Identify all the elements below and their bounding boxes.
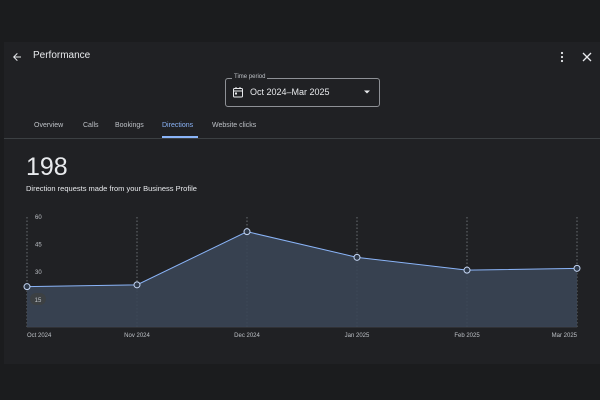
x-axis-ticks: Oct 2024 Nov 2024 Dec 2024 Jan 2025 Feb 2025… [27, 333, 578, 339]
data-point[interactable] [573, 264, 581, 272]
tab-calls[interactable]: Calls [83, 122, 99, 129]
tab-website-clicks[interactable]: Website clicks [212, 122, 257, 129]
y-tick-label: 60 [35, 215, 42, 221]
time-period-select[interactable]: Time period Oct 2024–Mar 2025 [225, 74, 380, 107]
more-options-button[interactable] [554, 48, 570, 66]
time-period-label: Time period [232, 74, 268, 80]
chart-points [23, 228, 581, 291]
page-title: Performance [33, 50, 91, 61]
summary-description: Direction requests made from your Busine… [26, 184, 197, 193]
data-point[interactable] [133, 281, 141, 289]
value-tooltip: 15 [30, 293, 46, 305]
y-tick-label: 30 [35, 270, 42, 276]
tooltip-background [30, 293, 46, 305]
chart-line [26, 231, 578, 288]
header-bar: Performance [4, 42, 600, 72]
tab-directions[interactable]: Directions [162, 122, 194, 129]
x-tick-label: Jan 2025 [345, 333, 370, 339]
x-tick-label: Nov 2024 [124, 333, 150, 339]
x-tick-label: Dec 2024 [234, 333, 260, 339]
x-tick-label: Mar 2025 [552, 333, 578, 339]
data-point[interactable] [353, 253, 361, 261]
total-value: 198 [26, 153, 68, 181]
tooltip-value: 15 [35, 298, 42, 304]
data-point[interactable] [23, 283, 31, 291]
arrow-back-icon [13, 53, 21, 61]
close-icon [582, 52, 592, 62]
tab-bookings[interactable]: Bookings [115, 122, 144, 129]
time-period-value: Oct 2024–Mar 2025 [250, 87, 330, 97]
x-tick-label: Feb 2025 [454, 333, 480, 339]
back-button[interactable] [8, 48, 26, 66]
active-tab-indicator [162, 136, 198, 138]
data-point[interactable] [243, 228, 251, 236]
y-axis-ticks: 60 45 30 [35, 215, 42, 276]
close-button[interactable] [578, 48, 596, 66]
x-tick-label: Oct 2024 [27, 333, 52, 339]
more-vert-icon [560, 51, 564, 63]
dropdown-arrow-icon [364, 90, 370, 94]
calendar-icon [233, 87, 243, 98]
y-tick-label: 45 [35, 243, 42, 249]
chart-area [27, 231, 577, 327]
tab-overview[interactable]: Overview [34, 122, 64, 129]
data-point[interactable] [463, 266, 471, 274]
tab-bar: Overview Calls Bookings Directions Websi… [4, 120, 600, 139]
